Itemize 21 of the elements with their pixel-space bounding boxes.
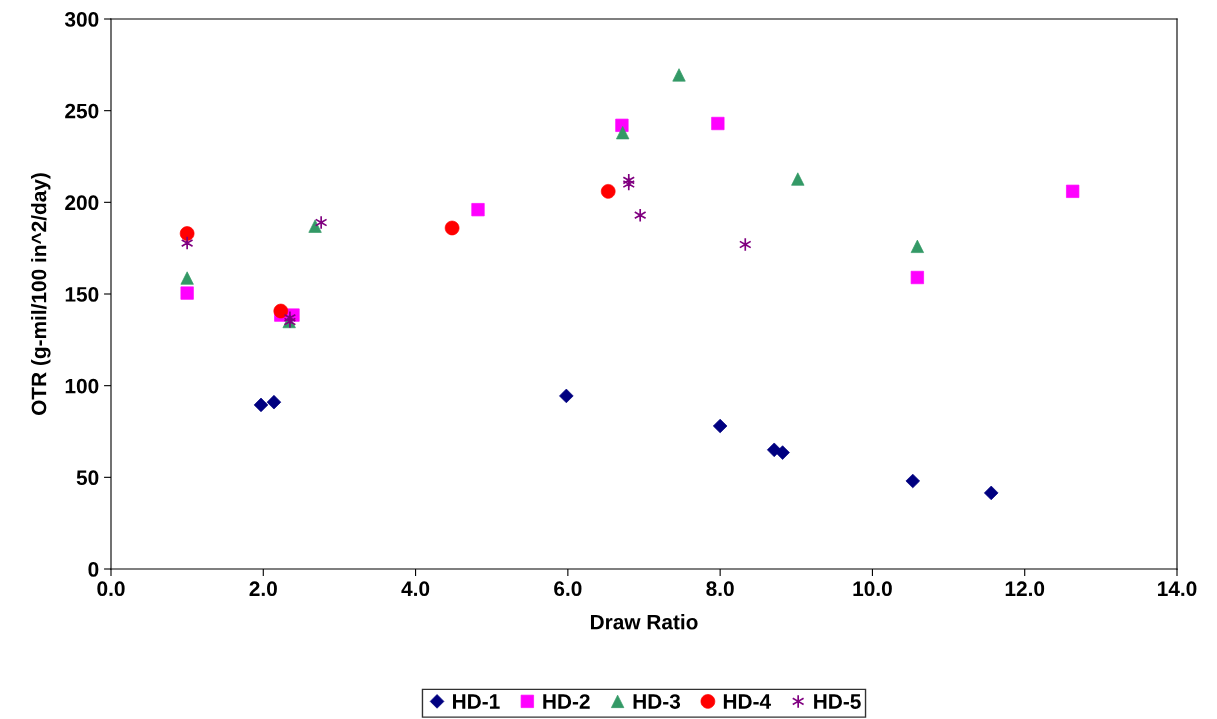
y-tick-label: 0 <box>88 562 99 577</box>
x-axis-title: Draw Ratio <box>590 614 698 630</box>
x-tick-label: 8.0 <box>706 581 734 597</box>
x-tick-label: 14.0 <box>1158 581 1197 597</box>
legend-label: HD-1 <box>453 694 500 709</box>
y-tick-label: 250 <box>65 103 99 119</box>
y-tick-label: 300 <box>64 12 99 27</box>
legend-label: HD-3 <box>633 694 681 709</box>
x-tick-label: 4.0 <box>401 581 430 597</box>
y-tick-label: 50 <box>76 470 99 486</box>
x-tick-label: 10.0 <box>853 581 892 597</box>
x-tick-label: 2.0 <box>249 581 277 597</box>
x-tick-label: 6.0 <box>554 581 582 597</box>
x-tick-label: 0.0 <box>97 581 125 597</box>
legend-label: HD-4 <box>723 694 771 709</box>
y-tick-label: 200 <box>65 195 99 211</box>
x-tick-label: 12.0 <box>1005 581 1045 597</box>
y-tick-label: 100 <box>65 378 99 394</box>
y-axis-title: OTR (g-mil/100 in^2/day) <box>31 173 51 415</box>
legend-label: HD-2 <box>543 694 590 709</box>
y-tick-label: 150 <box>65 287 99 302</box>
